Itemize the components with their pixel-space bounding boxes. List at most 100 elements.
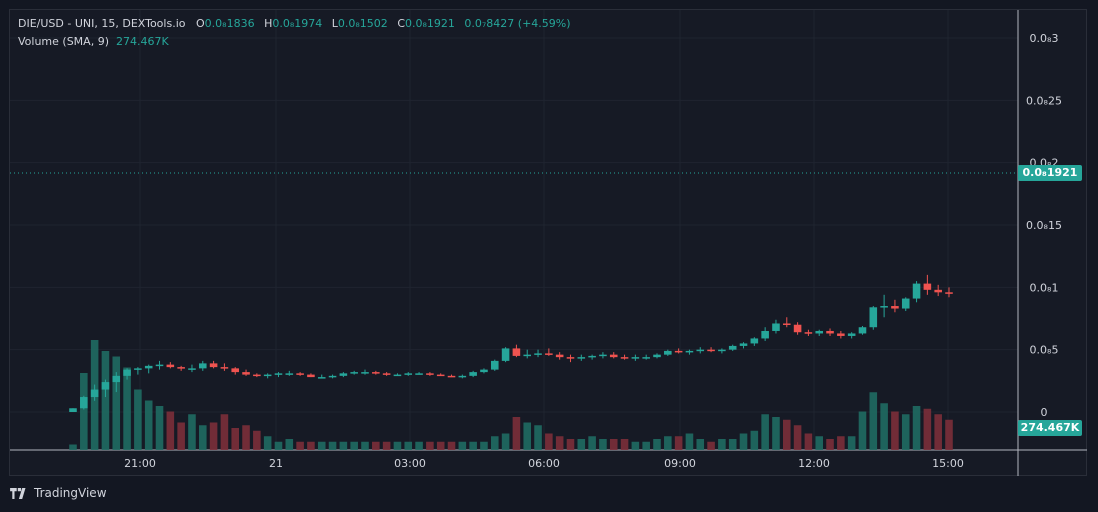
volume-bar xyxy=(804,433,813,450)
x-tick-label: 09:00 xyxy=(664,457,696,470)
candle-body xyxy=(382,373,391,375)
volume-bar xyxy=(664,436,672,450)
volume-bar xyxy=(296,441,304,450)
volume-bar xyxy=(317,441,326,450)
volume-bar xyxy=(209,422,218,450)
volume-bar xyxy=(307,441,315,450)
volume-bar xyxy=(490,436,499,450)
candle-body xyxy=(718,349,726,352)
volume-bar xyxy=(144,400,153,450)
candle-body xyxy=(609,354,618,358)
candle-body xyxy=(631,357,640,359)
volume-bar xyxy=(328,441,337,450)
volume-bar xyxy=(772,417,780,450)
price-legend: DIE/USD - UNI, 15, DEXTools.io O0.0₈1836… xyxy=(18,15,577,33)
symbol-label[interactable]: DIE/USD - UNI, 15, DEXTools.io xyxy=(18,17,186,30)
volume-bar xyxy=(393,441,402,450)
candle-body xyxy=(80,397,88,409)
high-label: H xyxy=(264,17,273,30)
y-tick-label: 0 xyxy=(1041,406,1048,419)
volume-bar xyxy=(880,403,888,450)
last-price-tag: 0.0₈1921 xyxy=(1018,165,1082,181)
volume-bar xyxy=(426,441,434,450)
volume-bar xyxy=(685,433,694,450)
candle-body xyxy=(296,373,304,375)
x-tick-label: 06:00 xyxy=(528,457,560,470)
open-value: 0.0₈1836 xyxy=(204,17,255,30)
volume-bar xyxy=(923,408,932,450)
candle-body xyxy=(934,289,942,293)
candle-body xyxy=(826,330,834,334)
legend: DIE/USD - UNI, 15, DEXTools.io O0.0₈1836… xyxy=(18,15,577,51)
candle-body xyxy=(242,372,250,375)
candle-body xyxy=(501,348,510,361)
volume-bar xyxy=(945,419,953,450)
volume-bar xyxy=(707,441,715,450)
volume-bar xyxy=(436,441,445,450)
candle-body xyxy=(782,323,791,325)
volume-bar xyxy=(782,419,791,450)
tradingview-brand[interactable]: TradingView xyxy=(10,486,107,500)
candle-body xyxy=(696,349,705,352)
volume-label[interactable]: Volume (SMA, 9) xyxy=(18,35,109,48)
change-value: 0.0₇8427 (+4.59%) xyxy=(464,17,571,30)
volume-tag: 274.467K xyxy=(1018,420,1082,436)
volume-bar xyxy=(837,436,845,450)
volume-bar xyxy=(653,439,661,450)
candle-body xyxy=(90,389,99,398)
volume-bar xyxy=(447,441,456,450)
volume-bar xyxy=(458,441,467,450)
candle-body xyxy=(912,283,921,299)
volume-bar xyxy=(339,441,348,450)
volume-bar xyxy=(512,417,521,450)
candle-body xyxy=(674,350,683,353)
candle-body xyxy=(372,372,380,374)
x-tick-label: 21 xyxy=(269,457,283,470)
candle-body xyxy=(555,354,564,358)
volume-value: 274.467K xyxy=(115,35,169,48)
candle-body xyxy=(328,375,337,378)
volume-bar xyxy=(415,441,423,450)
candle-body xyxy=(804,332,813,334)
volume-legend: Volume (SMA, 9) 274.467K xyxy=(18,33,577,51)
candle-body xyxy=(209,363,218,368)
volume-bar xyxy=(566,439,575,450)
candle-body xyxy=(891,306,899,309)
candle-body xyxy=(620,357,629,359)
volume-bar xyxy=(642,441,650,450)
chart-panel xyxy=(9,9,1087,476)
volume-bar xyxy=(609,439,618,450)
candle-body xyxy=(393,374,402,377)
candle-body xyxy=(285,373,294,375)
volume-bar xyxy=(912,406,921,450)
volume-bar xyxy=(674,436,683,450)
candle-body xyxy=(523,354,532,357)
candle-body xyxy=(101,382,110,390)
volume-bar xyxy=(599,439,607,450)
y-tick-label: 0.0₈1 xyxy=(1030,281,1059,294)
volume-bar xyxy=(134,389,142,450)
high-value: 0.0₈1974 xyxy=(272,17,323,30)
volume-bar xyxy=(372,441,380,450)
candle-body xyxy=(545,353,553,355)
candle-body xyxy=(901,298,910,309)
volume-bar xyxy=(620,439,629,450)
candle-body xyxy=(134,368,142,370)
candle-body xyxy=(512,348,521,356)
candle-body xyxy=(653,354,661,358)
candle-body xyxy=(707,349,715,352)
volume-bar xyxy=(858,411,867,450)
volume-bar xyxy=(588,436,596,450)
volume-bar xyxy=(728,439,737,450)
candle-body xyxy=(350,372,358,374)
candle-body xyxy=(307,374,315,378)
close-label: C xyxy=(397,17,405,30)
open-label: O xyxy=(196,17,205,30)
volume-bar xyxy=(177,422,185,450)
candle-body xyxy=(404,373,413,375)
volume-bar xyxy=(285,439,294,450)
volume-bar xyxy=(253,430,261,450)
volume-bar xyxy=(815,436,824,450)
